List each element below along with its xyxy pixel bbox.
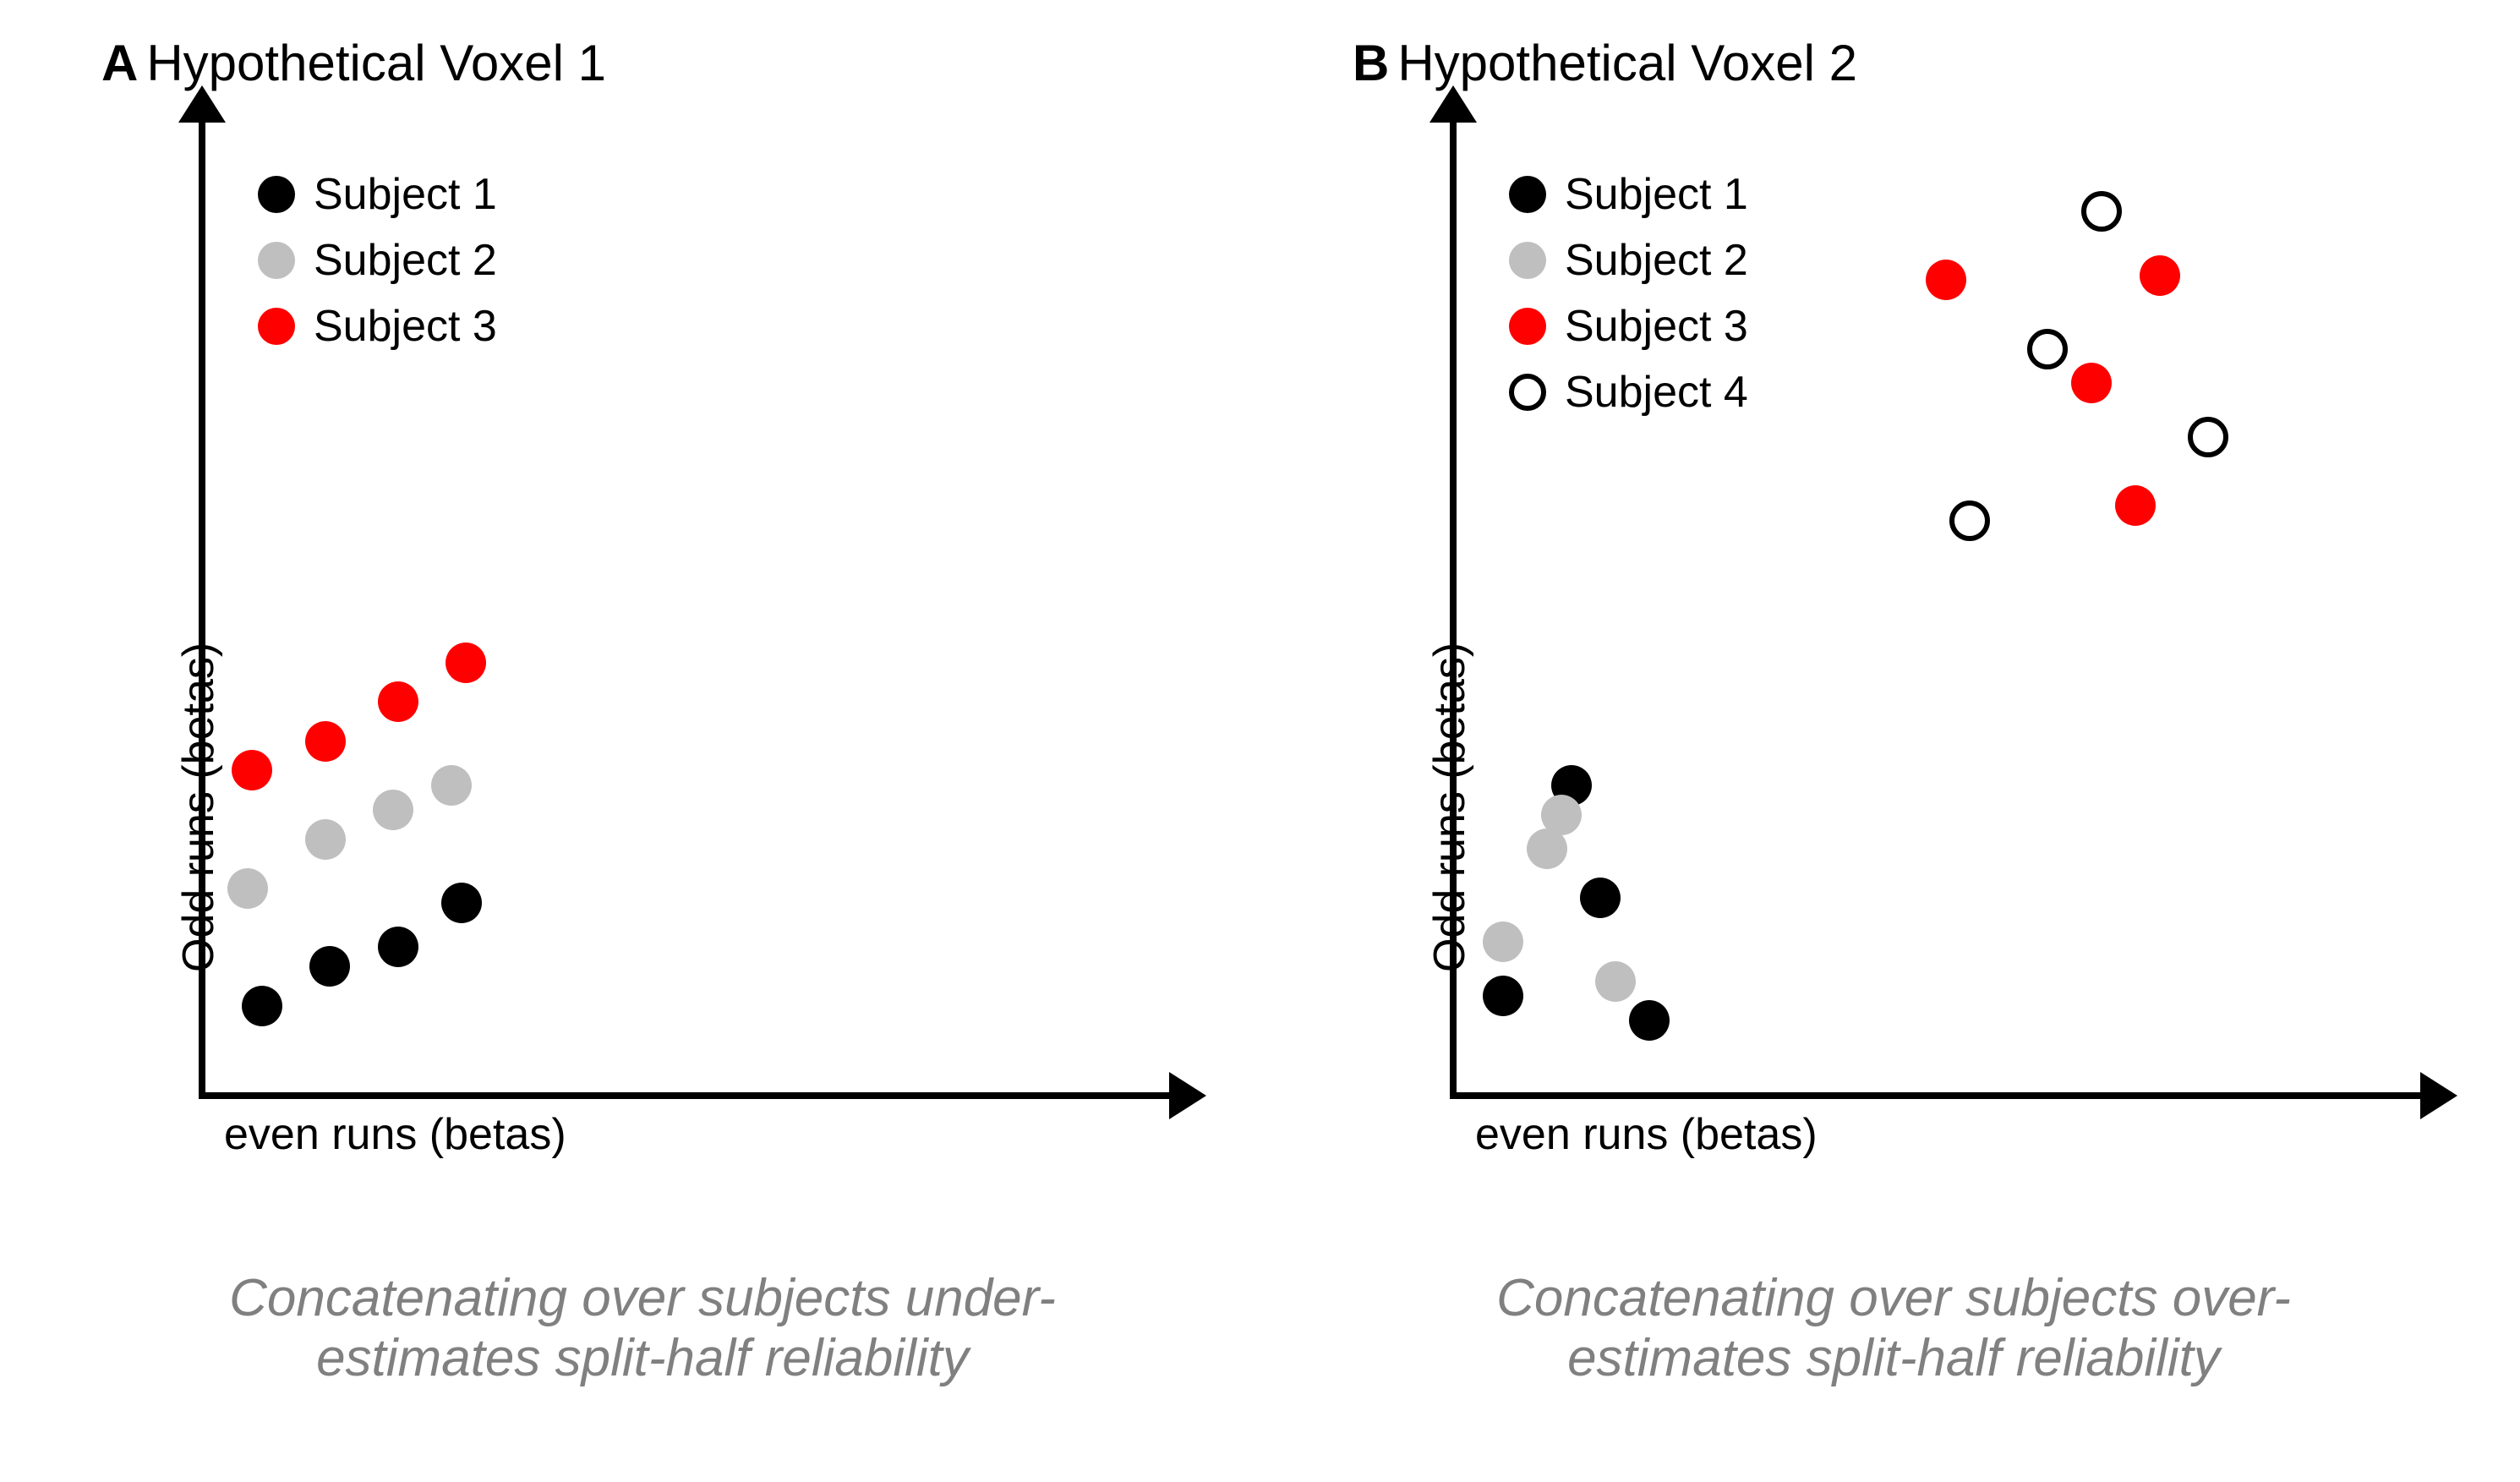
legend-marker [1509,374,1546,411]
y-axis-arrow [1429,85,1477,123]
data-point [2188,417,2228,457]
data-point [2081,191,2122,232]
legend-label: Subject 3 [1565,301,1748,352]
legend-marker [258,176,295,213]
data-point [309,946,350,987]
panel-b-title: BHypothetical Voxel 2 [1353,34,1857,92]
legend-item: Subject 3 [1509,301,1748,352]
data-point [446,643,486,683]
legend-marker [1509,242,1546,279]
data-point [1949,500,1990,541]
panel-b-caption: Concatenating over subjects over- estima… [1302,1268,2485,1388]
data-point [242,986,282,1026]
data-point [2115,485,2156,526]
panel-b-letter: B [1353,35,1389,91]
legend-label: Subject 3 [314,301,497,352]
panel-b-plot: even runs (betas)Odd runs (betas)Subject… [1450,118,2422,1099]
data-point [373,790,413,830]
figure-root: AHypothetical Voxel 1 even runs (betas)O… [0,0,2520,1482]
y-axis-label: Odd runs (betas) [1424,643,1475,972]
panel-a-title-text: Hypothetical Voxel 1 [146,35,606,91]
legend-item: Subject 3 [258,301,497,352]
data-point [1483,921,1523,962]
data-point [1629,1000,1670,1041]
data-point [1541,795,1582,835]
legend-marker [1509,176,1546,213]
panel-a-letter: A [101,35,138,91]
panel-b: BHypothetical Voxel 2 even runs (betas)O… [1302,0,2485,1482]
legend-label: Subject 1 [1565,169,1748,220]
legend-label: Subject 2 [314,235,497,286]
y-axis-arrow [178,85,226,123]
legend-item: Subject 1 [1509,169,1748,220]
data-point [2140,255,2180,296]
legend-label: Subject 1 [314,169,497,220]
data-point [378,681,418,722]
x-axis-arrow [2420,1072,2457,1119]
data-point [305,819,346,860]
panel-a-caption: Concatenating over subjects under- estim… [51,1268,1234,1388]
legend-marker [258,308,295,345]
x-axis-label: even runs (betas) [1475,1109,1818,1160]
data-point [441,883,482,923]
panel-a: AHypothetical Voxel 1 even runs (betas)O… [51,0,1234,1482]
legend-item: Subject 1 [258,169,497,220]
legend: Subject 1 Subject 2 Subject 3 Subject 4 [1509,169,1748,433]
data-point [2027,329,2068,369]
data-point [378,927,418,967]
x-axis-arrow [1169,1072,1206,1119]
panel-a-plot: even runs (betas)Odd runs (betas)Subject… [199,118,1171,1099]
data-point [305,721,346,762]
data-point [1595,961,1636,1002]
y-axis-label: Odd runs (betas) [173,643,224,972]
x-axis [199,1092,1171,1099]
panel-a-title: AHypothetical Voxel 1 [101,34,606,92]
legend-label: Subject 4 [1565,367,1748,418]
data-point [431,765,472,806]
panel-b-title-text: Hypothetical Voxel 2 [1397,35,1857,91]
x-axis-label: even runs (betas) [224,1109,566,1160]
data-point [2071,363,2112,403]
data-point [1483,976,1523,1016]
data-point [1580,878,1621,918]
legend-marker [1509,308,1546,345]
legend-item: Subject 2 [1509,235,1748,286]
data-point [227,868,268,909]
legend-item: Subject 2 [258,235,497,286]
data-point [232,750,272,790]
legend: Subject 1 Subject 2 Subject 3 [258,169,497,367]
data-point [1926,260,1966,300]
x-axis [1450,1092,2422,1099]
legend-marker [258,242,295,279]
legend-item: Subject 4 [1509,367,1748,418]
legend-label: Subject 2 [1565,235,1748,286]
